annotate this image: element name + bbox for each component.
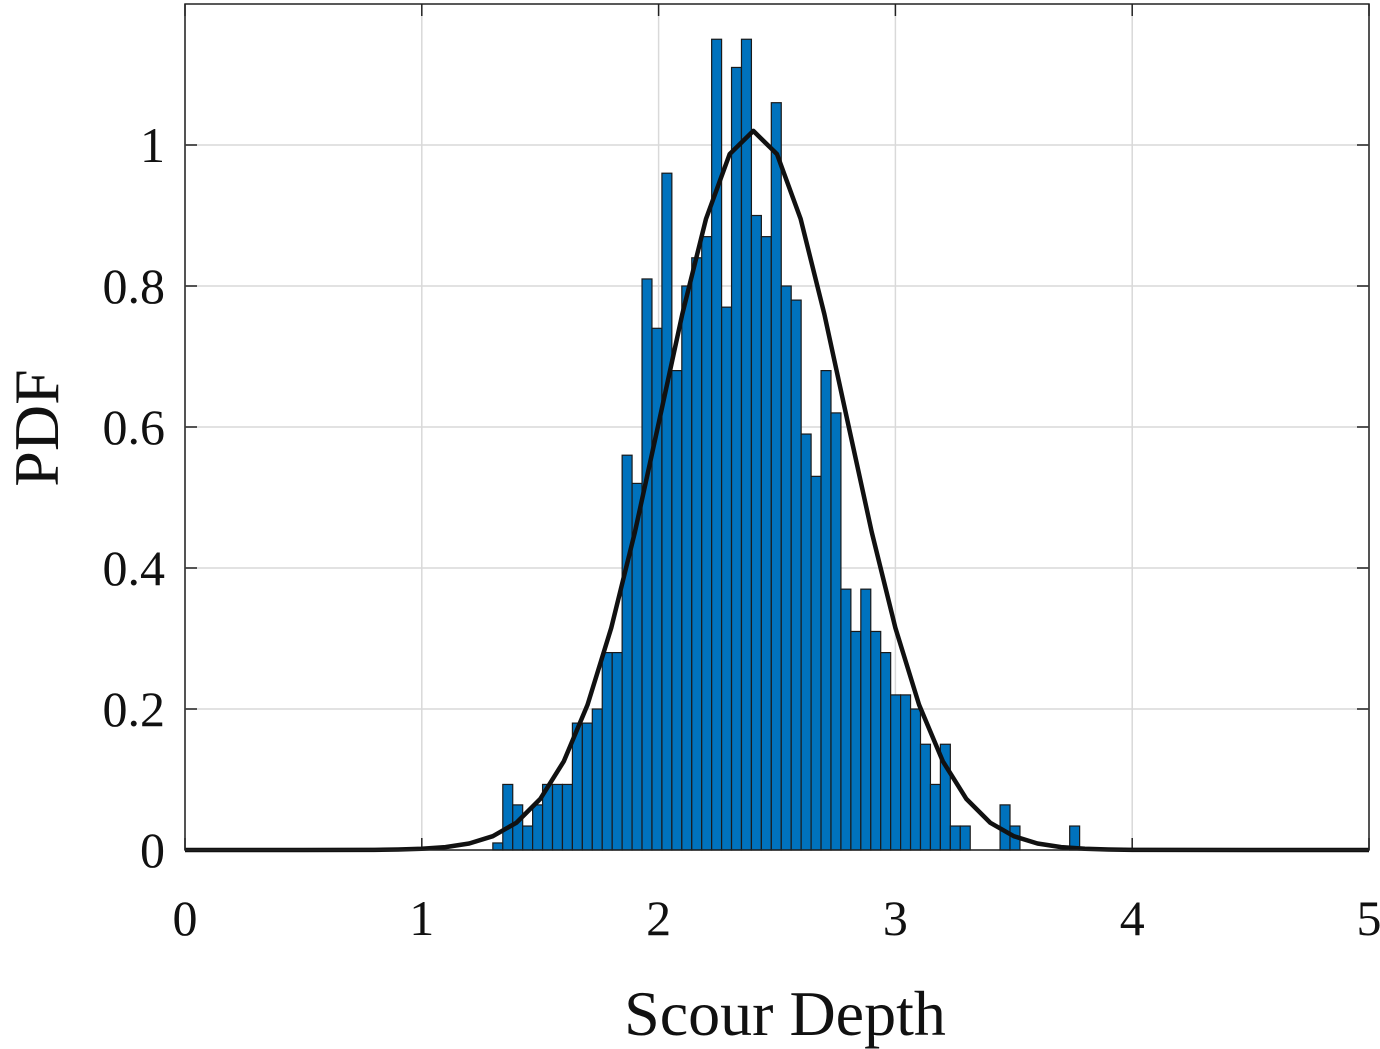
bar (681, 285, 693, 851)
bar (701, 236, 713, 851)
bar (661, 172, 673, 851)
bar (780, 285, 792, 851)
y-tick-label: 0.6 (103, 399, 166, 455)
bar (880, 651, 892, 851)
bar (492, 842, 504, 851)
bar (522, 825, 534, 851)
bar (760, 236, 772, 851)
y-tick-label: 0.4 (103, 540, 166, 596)
x-tick-label: 1 (409, 890, 434, 946)
bar (770, 102, 782, 851)
plot-frame (184, 3, 1370, 851)
bar (581, 722, 593, 851)
bar (800, 433, 812, 851)
bar (959, 825, 971, 851)
bar (790, 299, 802, 851)
bar (720, 306, 733, 851)
bar (532, 804, 544, 851)
bar (949, 825, 961, 851)
x-axis-label: Scour Depth (624, 978, 946, 1049)
bar (502, 783, 514, 851)
bar (591, 708, 603, 851)
y-axis-label: PDF (1, 369, 72, 486)
bar (830, 412, 842, 851)
bar (840, 588, 852, 851)
x-tick-label: 4 (1120, 890, 1145, 946)
bar (691, 257, 703, 851)
bar (850, 630, 862, 851)
fit-curve (185, 128, 1369, 853)
bar (810, 475, 822, 851)
bar (551, 783, 564, 851)
x-tick-label: 3 (883, 890, 908, 946)
x-tick-label: 0 (173, 890, 198, 946)
bar (601, 651, 613, 851)
y-tick-label: 0.8 (103, 258, 166, 314)
bar (860, 588, 872, 851)
bar (711, 38, 723, 851)
bar (900, 694, 912, 851)
bar (611, 651, 623, 851)
x-tick-label: 2 (646, 890, 671, 946)
bar (909, 708, 922, 851)
bar (671, 370, 683, 851)
bar (820, 370, 832, 851)
bar (512, 804, 524, 851)
bar (870, 630, 882, 851)
bar (740, 38, 753, 851)
bar (929, 783, 941, 851)
bar (641, 278, 653, 851)
bar (750, 214, 762, 851)
bar (890, 694, 902, 851)
y-tick-label: 0.2 (103, 681, 166, 737)
bar (621, 454, 633, 851)
bar (919, 743, 932, 851)
y-tick-label: 0 (140, 822, 165, 878)
bar (730, 66, 743, 851)
x-tick-label: 5 (1357, 890, 1380, 946)
bar (561, 783, 574, 851)
y-tick-label: 1 (140, 117, 165, 173)
